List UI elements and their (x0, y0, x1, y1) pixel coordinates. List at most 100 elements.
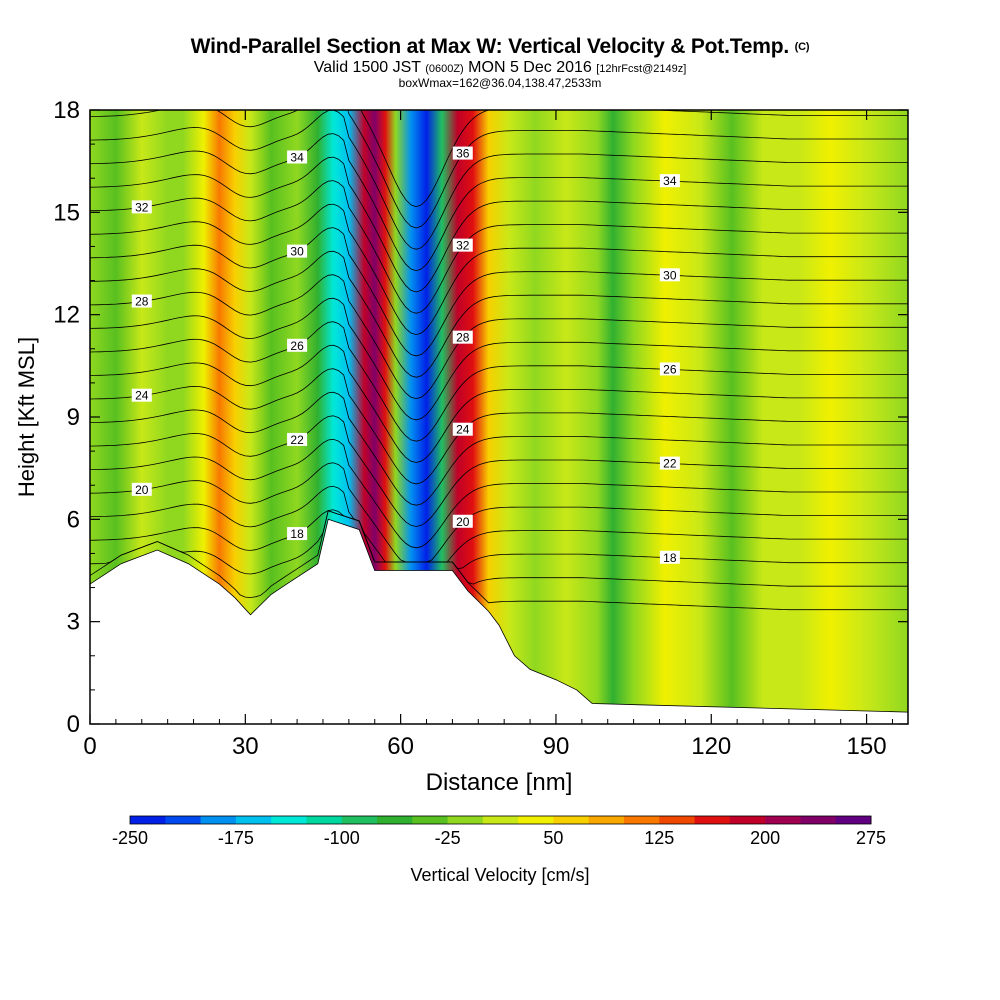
contour-label: 28 (131, 294, 152, 309)
chart-title-block: Wind-Parallel Section at Max W: Vertical… (0, 35, 1000, 90)
colorbar-swatch (800, 816, 837, 824)
theta-contour-32 (90, 180, 908, 314)
colorbar-tick-label: -175 (218, 828, 254, 848)
theta-contour-21 (90, 438, 908, 549)
colorbar-swatch (271, 816, 307, 824)
colorbar-swatch (835, 816, 872, 824)
y-tick-label: 15 (53, 199, 80, 226)
x-tick-label: 0 (83, 733, 96, 760)
svg-text:36: 36 (456, 147, 470, 161)
theta-contour-18 (90, 509, 908, 570)
colorbar-swatch (306, 816, 343, 824)
theta-contour-17 (90, 510, 908, 587)
colorbar-tick-label: -100 (324, 828, 360, 848)
svg-text:34: 34 (290, 150, 304, 164)
colorbar-swatch (482, 816, 519, 824)
contour-label: 26 (287, 338, 308, 353)
theta-contour-23 (90, 391, 908, 506)
colorbar-swatch (235, 816, 272, 824)
contour-label: 36 (452, 146, 473, 161)
contour-label: 30 (287, 244, 308, 259)
contour-label: 18 (287, 527, 308, 541)
colorbar-tick-label: -25 (435, 828, 461, 848)
svg-text:24: 24 (456, 423, 470, 437)
y-tick-label: 12 (53, 302, 80, 329)
x-tick-label: 30 (232, 733, 259, 760)
theta-contour-31 (90, 203, 908, 336)
x-tick-label: 120 (691, 733, 731, 760)
svg-text:28: 28 (456, 331, 470, 345)
colorbar-swatch (624, 816, 660, 824)
plot-area: 18 18 20 20 22 22 24 24 26 26 28 28 30 30 32 32 34 34 36 (90, 110, 908, 724)
svg-text:32: 32 (456, 239, 470, 253)
colorbar-swatch (659, 816, 696, 824)
contour-label: 20 (131, 482, 152, 497)
contour-label: 34 (659, 174, 680, 188)
svg-text:32: 32 (135, 200, 149, 214)
theta-contour-35 (90, 110, 908, 250)
theta-contour-20 (90, 462, 908, 563)
svg-text:26: 26 (290, 339, 304, 353)
colorbar-swatch (200, 816, 237, 824)
theta-contour-29 (90, 250, 908, 378)
theta-contour-22 (90, 415, 908, 527)
y-tick-label: 3 (67, 609, 80, 636)
contour-labels: 18 18 20 20 22 22 24 24 26 26 28 28 30 30 32 32 34 34 36 (131, 146, 680, 565)
theta-contour-33 (90, 156, 908, 293)
theta-contour-24 (90, 368, 908, 485)
x-tick-label: 90 (543, 733, 570, 760)
chart-subtitle: Valid 1500 JST (0600Z) MON 5 Dec 2016 [1… (313, 59, 687, 76)
contour-label: 22 (659, 456, 680, 471)
chart-title: Wind-Parallel Section at Max W: Vertical… (190, 35, 810, 58)
terrain-mask (90, 518, 908, 724)
theta-contour-34 (90, 133, 908, 272)
colorbar-tick-label: 275 (856, 828, 886, 848)
contour-label: 24 (131, 388, 152, 403)
copyright-mark: (C) (794, 41, 810, 53)
svg-text:22: 22 (663, 457, 677, 471)
contour-label: 32 (452, 238, 473, 253)
theta-contour-37 (360, 110, 908, 208)
colorbar-swatch (694, 816, 731, 824)
colorbar-swatch (553, 816, 590, 824)
colorbar-swatch (130, 816, 166, 824)
colorbar-tick-label: 125 (644, 828, 674, 848)
y-axis-label: Height [Kft MSL] (14, 337, 39, 497)
y-tick-label: 9 (67, 404, 80, 431)
svg-text:30: 30 (290, 245, 304, 259)
potential-temperature-contours (90, 110, 908, 611)
contour-label: 22 (287, 432, 308, 447)
colorbar-tick-label: -250 (112, 828, 148, 848)
x-tick-label: 60 (387, 733, 414, 760)
contour-label: 28 (452, 330, 473, 345)
colorbar-swatch (518, 816, 554, 824)
colorbar-swatch (377, 816, 413, 824)
y-tick-label: 6 (67, 506, 80, 533)
contour-label: 26 (659, 362, 680, 376)
svg-text:18: 18 (663, 551, 677, 565)
svg-text:20: 20 (135, 483, 149, 497)
contour-label: 30 (659, 268, 680, 282)
theta-contour-30 (90, 227, 908, 357)
x-tick-label: 150 (847, 733, 887, 760)
theta-contour-36 (90, 110, 908, 229)
colorbar: -250 -175 -100 -25 50 125 200 275 (112, 815, 886, 848)
contour-label: 20 (452, 514, 473, 529)
colorbar-swatch (447, 816, 484, 824)
theta-contour-27 (90, 297, 908, 421)
theta-contour-16 (90, 510, 908, 611)
y-tick-label: 0 (67, 711, 80, 738)
theta-contour-28 (90, 274, 908, 400)
svg-text:30: 30 (663, 268, 677, 282)
svg-text:18: 18 (290, 527, 304, 541)
colorbar-swatch (729, 816, 766, 824)
theta-contour-25 (90, 344, 908, 463)
colorbar-swatch (165, 816, 202, 824)
contour-label: 32 (131, 200, 152, 214)
x-axis-label: Distance [nm] (426, 769, 573, 796)
contour-label: 24 (452, 422, 473, 437)
svg-text:22: 22 (290, 433, 304, 447)
colorbar-tick-label: 50 (543, 828, 563, 848)
